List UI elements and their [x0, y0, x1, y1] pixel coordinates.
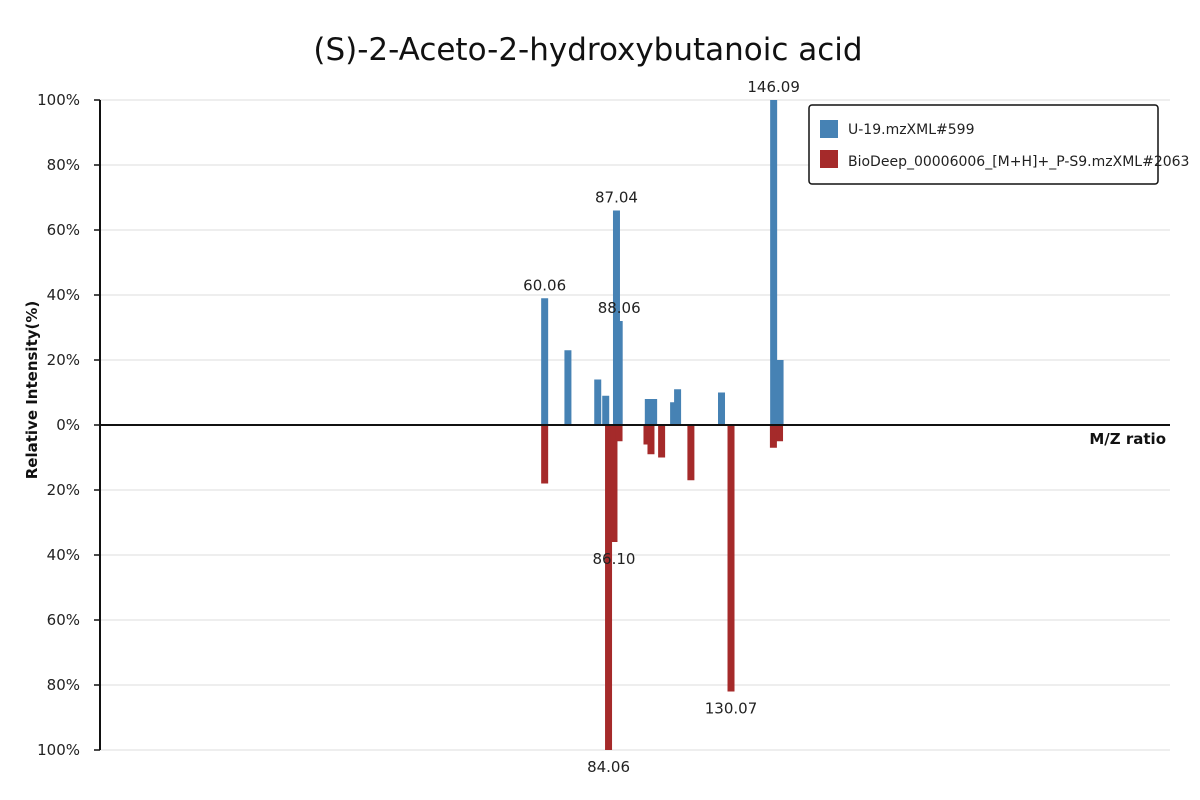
peak-bar-bottom	[605, 425, 613, 750]
x-axis-title: M/Z ratio	[1089, 430, 1166, 448]
peak-bar-bottom	[647, 425, 655, 455]
peak-bar-bottom	[541, 425, 549, 484]
axes	[99, 100, 1170, 750]
peak-bar-bottom	[769, 425, 777, 448]
peak-bar-bottom	[615, 425, 623, 442]
peak-bar-top	[650, 399, 658, 425]
y-tick-label: 80%	[47, 156, 80, 174]
peak-bar-top	[670, 402, 678, 425]
peak-bar-top	[718, 392, 726, 425]
y-tick-label: 20%	[47, 351, 80, 369]
peak-bar-top	[615, 321, 623, 425]
peak-bar-bottom	[643, 425, 651, 445]
chart-title: (S)-2-Aceto-2-hydroxybutanoic acid	[313, 32, 862, 68]
legend-swatch-top	[820, 120, 838, 138]
peak-bar-top	[644, 399, 652, 425]
y-tick-label: 40%	[47, 286, 80, 304]
y-tick-label: 80%	[47, 676, 80, 694]
peak-bar-top	[594, 379, 602, 425]
y-tick-label: 0%	[56, 416, 80, 434]
y-tick-label: 100%	[37, 741, 80, 759]
peak-label: 86.10	[592, 550, 635, 568]
y-tick-label: 20%	[47, 481, 80, 499]
peak-label: 146.09	[747, 78, 800, 96]
grid-lines	[94, 99, 1170, 751]
legend-label-bottom: BioDeep_00006006_[M+H]+_P-S9.mzXML#2063	[848, 154, 1189, 170]
peak-bar-top	[564, 350, 572, 425]
peak-bar-bottom	[776, 425, 784, 442]
peak-bar-top	[770, 100, 778, 425]
peak-label: 60.06	[523, 276, 566, 294]
y-tick-label: 40%	[47, 546, 80, 564]
y-tick-labels: 100% 80% 60% 40% 20% 0% 20% 40% 60% 80% 100%	[37, 91, 80, 759]
y-tick-label: 60%	[47, 611, 80, 629]
peak-labels: 60.06 87.04 88.06 146.09 84.06 86.10 130.07	[523, 78, 800, 776]
y-axis-title: Relative Intensity(%)	[23, 301, 41, 480]
peak-bar-top	[612, 210, 620, 425]
peak-bar-top	[602, 395, 610, 425]
peak-bar-bottom	[727, 425, 735, 692]
peak-bar-bottom	[687, 425, 695, 481]
peak-label: 130.07	[705, 700, 758, 718]
legend-box	[808, 104, 1159, 185]
legend-swatch-bottom	[820, 150, 838, 168]
y-tick-label: 100%	[37, 91, 80, 109]
peak-bars	[541, 100, 784, 750]
peak-bar-bottom	[610, 425, 618, 542]
peak-label: 88.06	[598, 299, 641, 317]
legend: U-19.mzXML#599 BioDeep_00006006_[M+H]+_P…	[808, 104, 1189, 185]
peak-label: 87.04	[595, 189, 638, 207]
peak-label: 84.06	[587, 758, 630, 776]
peak-bar-top	[674, 389, 682, 425]
y-tick-label: 60%	[47, 221, 80, 239]
legend-label-top: U-19.mzXML#599	[848, 122, 974, 138]
peak-bar-top	[541, 298, 549, 425]
peak-bar-bottom	[658, 425, 666, 458]
peak-bar-top	[776, 360, 784, 425]
